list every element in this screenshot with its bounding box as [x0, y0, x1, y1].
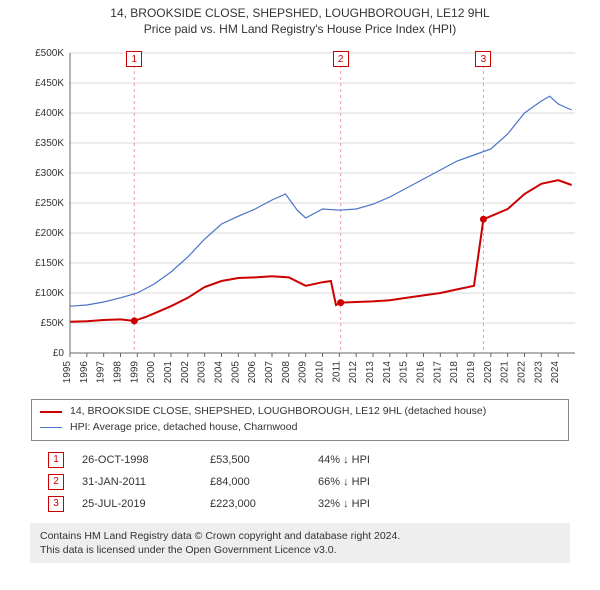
event-row-2: 2 31-JAN-2011 £84,000 66% ↓ HPI: [40, 471, 560, 493]
chart-title-block: 14, BROOKSIDE CLOSE, SHEPSHED, LOUGHBORO…: [0, 0, 600, 39]
legend-item-0: 14, BROOKSIDE CLOSE, SHEPSHED, LOUGHBORO…: [40, 404, 560, 420]
svg-text:£450K: £450K: [35, 78, 64, 89]
footer-line-1: Contains HM Land Registry data © Crown c…: [40, 529, 560, 543]
svg-text:2010: 2010: [315, 361, 326, 384]
svg-text:£100K: £100K: [35, 288, 64, 299]
legend-text: 14, BROOKSIDE CLOSE, SHEPSHED, LOUGHBORO…: [70, 404, 486, 420]
event-date: 26-OCT-1998: [82, 454, 192, 466]
svg-text:2005: 2005: [230, 361, 241, 384]
svg-text:1998: 1998: [113, 361, 124, 384]
svg-text:£350K: £350K: [35, 138, 64, 149]
svg-text:2023: 2023: [533, 361, 544, 384]
svg-text:2001: 2001: [163, 361, 174, 384]
event-num-box: 3: [48, 496, 64, 512]
svg-text:2021: 2021: [500, 361, 511, 384]
svg-text:1999: 1999: [129, 361, 140, 384]
svg-text:£300K: £300K: [35, 168, 64, 179]
svg-text:£50K: £50K: [41, 318, 65, 329]
event-price: £223,000: [210, 498, 300, 510]
event-marker-label-2: 2: [333, 51, 349, 67]
svg-text:2017: 2017: [432, 361, 443, 384]
legend-item-1: HPI: Average price, detached house, Char…: [40, 420, 560, 436]
svg-text:£150K: £150K: [35, 258, 64, 269]
svg-text:2012: 2012: [348, 361, 359, 384]
svg-text:£200K: £200K: [35, 228, 64, 239]
event-price: £84,000: [210, 476, 300, 488]
event-num-box: 2: [48, 474, 64, 490]
svg-text:2024: 2024: [550, 361, 561, 384]
event-row-3: 3 25-JUL-2019 £223,000 32% ↓ HPI: [40, 493, 560, 515]
chart-container: £0 £50K £100K £150K £200K £250K £300K £350K £400…: [20, 43, 580, 393]
event-marker-label-3: 3: [475, 51, 491, 67]
svg-text:1997: 1997: [96, 361, 107, 384]
event-delta: 32% ↓ HPI: [318, 498, 370, 510]
svg-text:2019: 2019: [466, 361, 477, 384]
title-line-1: 14, BROOKSIDE CLOSE, SHEPSHED, LOUGHBORO…: [10, 6, 590, 22]
event-marker-label-1: 1: [126, 51, 142, 67]
event-point-2: [337, 299, 344, 306]
svg-text:1996: 1996: [79, 361, 90, 384]
svg-text:2015: 2015: [399, 361, 410, 384]
event-price: £53,500: [210, 454, 300, 466]
svg-text:2006: 2006: [247, 361, 258, 384]
svg-text:£250K: £250K: [35, 198, 64, 209]
event-point-1: [131, 318, 138, 325]
svg-text:2020: 2020: [483, 361, 494, 384]
svg-text:£400K: £400K: [35, 108, 64, 119]
event-date: 31-JAN-2011: [82, 476, 192, 488]
event-delta: 44% ↓ HPI: [318, 454, 370, 466]
svg-text:2003: 2003: [197, 361, 208, 384]
title-line-2: Price paid vs. HM Land Registry's House …: [10, 22, 590, 38]
svg-text:1995: 1995: [62, 361, 73, 384]
svg-text:2007: 2007: [264, 361, 275, 384]
events-table: 1 26-OCT-1998 £53,500 44% ↓ HPI 2 31-JAN-2011…: [40, 449, 560, 515]
legend-swatch: [40, 411, 62, 413]
svg-text:2022: 2022: [517, 361, 528, 384]
footer-attribution: Contains HM Land Registry data © Crown c…: [30, 523, 570, 563]
event-delta: 66% ↓ HPI: [318, 476, 370, 488]
legend: 14, BROOKSIDE CLOSE, SHEPSHED, LOUGHBORO…: [31, 399, 569, 441]
svg-text:2011: 2011: [331, 361, 342, 383]
svg-text:2002: 2002: [180, 361, 191, 384]
event-num-box: 1: [48, 452, 64, 468]
svg-text:2016: 2016: [416, 361, 427, 384]
svg-text:2013: 2013: [365, 361, 376, 384]
legend-swatch: [40, 427, 62, 428]
svg-text:2018: 2018: [449, 361, 460, 384]
chart-svg: £0 £50K £100K £150K £200K £250K £300K £350K £400…: [20, 43, 580, 393]
legend-text: HPI: Average price, detached house, Char…: [70, 420, 297, 436]
svg-text:2014: 2014: [382, 361, 393, 384]
event-row-1: 1 26-OCT-1998 £53,500 44% ↓ HPI: [40, 449, 560, 471]
svg-text:2000: 2000: [146, 361, 157, 384]
event-point-3: [480, 216, 487, 223]
event-date: 25-JUL-2019: [82, 498, 192, 510]
svg-text:£500K: £500K: [35, 48, 64, 59]
svg-text:£0: £0: [53, 348, 65, 359]
svg-text:2004: 2004: [214, 361, 225, 384]
footer-line-2: This data is licensed under the Open Gov…: [40, 543, 560, 557]
svg-text:2008: 2008: [281, 361, 292, 384]
svg-text:2009: 2009: [298, 361, 309, 384]
